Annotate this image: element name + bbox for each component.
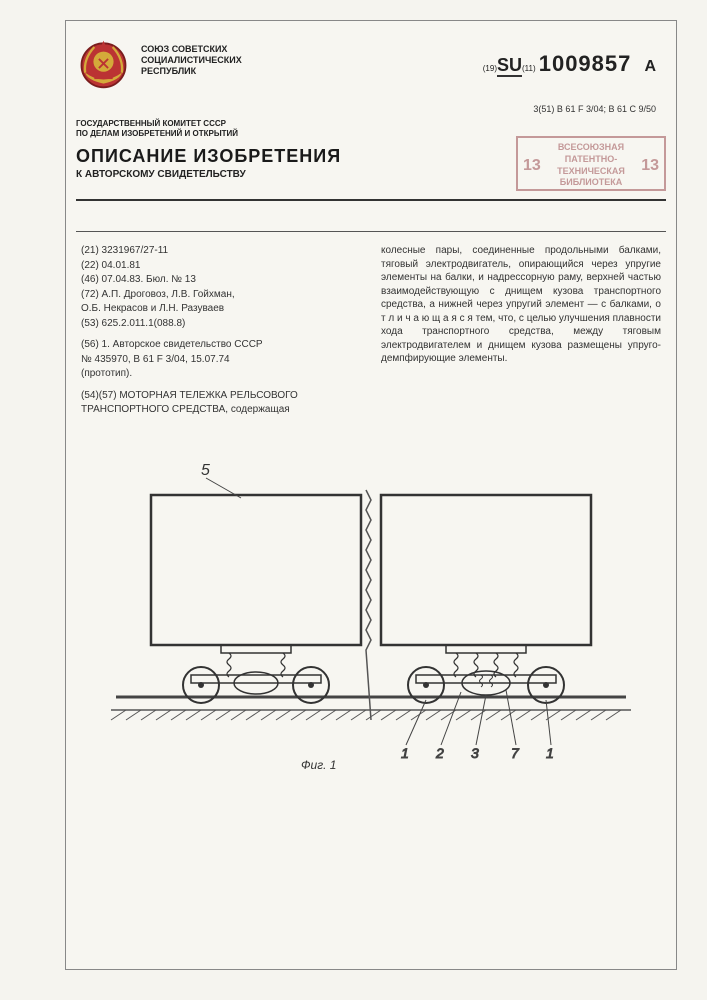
abstract-text: колесные пары, соединенные продольными б… (381, 244, 661, 366)
right-column: колесные пары, соединенные продольными б… (381, 244, 661, 418)
figure-caption: Фиг. 1 (301, 758, 336, 772)
body-columns: (21) 3231967/27-11 (22) 04.01.81 (46) 07… (66, 232, 676, 430)
spacer (81, 331, 361, 337)
stamp-line: ВСЕСОЮЗНАЯ (522, 142, 660, 154)
svg-text:1: 1 (401, 745, 409, 761)
ussr-emblem-icon (76, 36, 131, 91)
figure-1: 5 (81, 440, 661, 780)
stamp-line: БИБЛИОТЕКА (522, 177, 660, 189)
field-56: (56) 1. Авторское свидетельство СССР (81, 338, 361, 352)
callout-5: 5 (201, 462, 210, 479)
divider (76, 199, 666, 201)
publication-number: (19)SU(11) 1009857 A (483, 51, 656, 77)
stamp-line: ТЕХНИЧЕСКАЯ (522, 166, 660, 178)
title-row: ОПИСАНИЕ ИЗОБРЕТЕНИЯ К АВТОРСКОМУ СВИДЕТ… (66, 146, 676, 191)
library-stamp: 13 13 ВСЕСОЮЗНАЯ ПАТЕНТНО- ТЕХНИЧЕСКАЯ Б… (516, 136, 666, 191)
field-21: (21) 3231967/27-11 (81, 244, 361, 258)
stamp-line: ПАТЕНТНО- (522, 154, 660, 166)
right-bogie (408, 645, 564, 703)
spacer (81, 382, 361, 388)
field-22: (22) 04.01.81 (81, 259, 361, 273)
left-column: (21) 3231967/27-11 (22) 04.01.81 (46) 07… (81, 244, 361, 418)
field-54: (54)(57) МОТОРНАЯ ТЕЛЕЖКА РЕЛЬСОВОГО (81, 389, 361, 403)
svg-text:2: 2 (435, 745, 444, 761)
field-54b: ТРАНСПОРТНОГО СРЕДСТВА, содержащая (81, 403, 361, 417)
stamp-number-right: 13 (641, 156, 659, 177)
header-row: СОЮЗ СОВЕТСКИХ СОЦИАЛИСТИЧЕСКИХ РЕСПУБЛИ… (66, 21, 676, 96)
stamp-number-left: 13 (523, 156, 541, 177)
field-72b: О.Б. Некрасов и Л.Н. Разуваев (81, 302, 361, 316)
main-title: ОПИСАНИЕ ИЗОБРЕТЕНИЯ К АВТОРСКОМУ СВИДЕТ… (76, 146, 516, 180)
field-72: (72) А.П. Дроговоз, Л.В. Гойхман, (81, 288, 361, 302)
left-bogie (183, 645, 329, 703)
field-56c: (прототип). (81, 367, 361, 381)
field-46: (46) 07.04.83. Бюл. № 13 (81, 273, 361, 287)
field-53: (53) 625.2.011.1(088.8) (81, 317, 361, 331)
svg-text:1: 1 (546, 745, 554, 761)
doc-subtitle: К АВТОРСКОМУ СВИДЕТЕЛЬСТВУ (76, 169, 516, 180)
ipc-classification: 3(51) В 61 F 3/04; В 61 С 9/50 (66, 104, 676, 114)
svg-text:7: 7 (511, 745, 520, 761)
doc-title: ОПИСАНИЕ ИЗОБРЕТЕНИЯ (76, 146, 516, 167)
field-56b: № 435970, В 61 F 3/04, 15.07.74 (81, 353, 361, 367)
svg-text:3: 3 (471, 745, 479, 761)
union-name: СОЮЗ СОВЕТСКИХ СОЦИАЛИСТИЧЕСКИХ РЕСПУБЛИ… (141, 44, 483, 76)
document-page: СОЮЗ СОВЕТСКИХ СОЦИАЛИСТИЧЕСКИХ РЕСПУБЛИ… (65, 20, 677, 970)
